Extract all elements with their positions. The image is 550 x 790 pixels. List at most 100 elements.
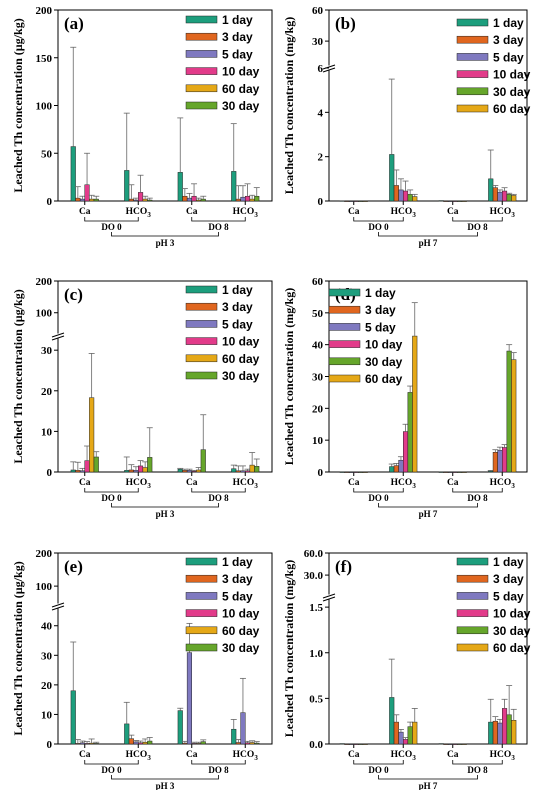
legend-label: 3 day <box>493 33 524 47</box>
bar <box>452 743 458 745</box>
group-bracket <box>353 760 404 765</box>
group-bracket <box>452 488 503 493</box>
bar <box>447 471 453 473</box>
legend-label: 30 day <box>365 355 403 369</box>
bar <box>182 470 188 473</box>
x-tick-label: Ca <box>79 750 91 760</box>
y-tick-label: 30 <box>41 345 53 357</box>
bar <box>186 197 192 202</box>
bar <box>196 743 202 745</box>
panel-label: (a) <box>64 14 84 33</box>
axis-break-mark <box>51 602 65 608</box>
legend-label: 60 day <box>493 641 531 655</box>
legend-swatch <box>456 626 489 635</box>
legend-swatch <box>328 288 361 297</box>
bar <box>358 743 364 745</box>
legend-label: 1 day <box>493 16 524 30</box>
bar <box>240 196 246 202</box>
x-tick-label: HCO3 <box>490 478 516 490</box>
legend-swatch <box>328 323 361 331</box>
legend-label: 30 day <box>222 641 260 655</box>
bar <box>403 739 409 745</box>
x-tick-label: HCO3 <box>490 207 516 219</box>
legend-swatch <box>185 354 218 363</box>
y-tick-label: 20 <box>41 680 53 692</box>
y-tick-label: 10 <box>41 426 53 438</box>
legend-swatch <box>185 337 218 345</box>
legend-label: 3 day <box>222 300 253 314</box>
legend-label: 30 day <box>493 85 531 99</box>
ph-bracket <box>111 503 219 508</box>
bar <box>457 200 463 202</box>
panel-label: (e) <box>64 557 83 576</box>
bar <box>200 741 206 745</box>
bar <box>497 191 503 202</box>
bar <box>177 710 183 745</box>
panel-label: (b) <box>335 14 356 33</box>
x-tick-label: Ca <box>348 207 360 217</box>
y-tick-label: 4 <box>318 107 324 119</box>
group-label: DO 8 <box>208 222 229 232</box>
x-tick-label: HCO3 <box>126 750 152 762</box>
axis-break-mark <box>51 332 65 338</box>
legend-swatch <box>456 35 489 44</box>
bar <box>235 198 241 202</box>
y-tick-label: 6 <box>318 63 324 75</box>
legend-label: 5 day <box>222 317 253 331</box>
legend-swatch <box>185 101 218 110</box>
legend-swatch <box>185 609 218 617</box>
legend-swatch <box>456 592 489 600</box>
bar <box>79 470 86 473</box>
y-tick-label: 50 <box>41 148 53 160</box>
bar <box>249 464 255 473</box>
legend-swatch <box>185 371 218 380</box>
legend-label: 5 day <box>365 320 396 334</box>
legend-label: 5 day <box>493 589 524 603</box>
panel-f: 0.0 0.5 1.0 1.5 30.0 60.0 Leached Th concentra… <box>282 548 531 790</box>
bar <box>511 720 517 745</box>
x-tick-label: HCO3 <box>391 750 417 762</box>
bar <box>506 194 512 202</box>
legend-swatch <box>185 626 218 635</box>
bar <box>497 722 503 745</box>
bar <box>138 465 144 473</box>
y-tick-label: 10 <box>312 435 324 447</box>
y-tick-label: 60.0 <box>304 548 324 560</box>
x-tick-subscript: 3 <box>147 754 151 762</box>
legend-swatch <box>185 84 218 93</box>
bar <box>344 200 350 202</box>
ph-label: pH 3 <box>156 238 175 248</box>
group-bracket <box>84 488 139 493</box>
bar <box>506 350 512 473</box>
x-tick-label: HCO3 <box>126 207 152 219</box>
bar <box>492 452 498 473</box>
bar <box>353 743 359 745</box>
bar <box>348 471 354 473</box>
bar <box>502 708 508 745</box>
bar <box>191 470 197 473</box>
bar <box>502 447 508 473</box>
x-tick-subscript: 3 <box>412 482 416 490</box>
y-tick-label: 30 <box>312 36 324 48</box>
bar <box>443 743 449 745</box>
group-label: DO 0 <box>101 222 122 232</box>
bar <box>240 470 246 473</box>
bar <box>407 194 413 202</box>
bar <box>412 335 418 473</box>
panel-e: 0 10 20 30 40 100 200 Leached Th concentration … <box>11 548 273 790</box>
bar <box>339 471 345 473</box>
group-label: DO 8 <box>208 765 229 775</box>
bar <box>138 742 144 745</box>
bar <box>438 743 444 745</box>
x-tick-subscript: 3 <box>254 211 258 219</box>
legend-swatch <box>185 557 218 566</box>
bar <box>128 469 134 473</box>
bar <box>443 471 449 473</box>
bar <box>142 467 148 473</box>
bar <box>393 721 399 745</box>
legend-swatch <box>185 320 218 328</box>
legend-swatch <box>456 18 489 27</box>
x-tick-subscript: 3 <box>511 211 515 219</box>
ph-label: pH 3 <box>156 509 175 519</box>
